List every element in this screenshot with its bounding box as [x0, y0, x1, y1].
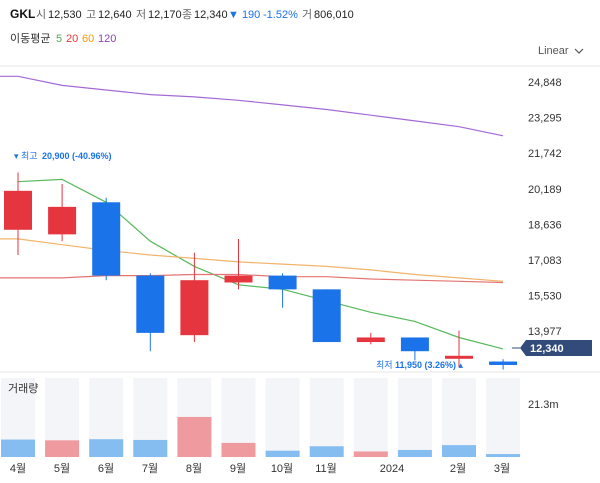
volume-bar [1, 439, 35, 457]
symbol-label: GKL [10, 7, 35, 21]
x-tick-label: 5월 [54, 462, 70, 475]
x-tick-label: 3월 [494, 462, 510, 475]
volume-axis-tick: 21.3m [528, 399, 559, 411]
x-tick-label: 10월 [271, 462, 293, 475]
volume-bar [177, 416, 212, 457]
volume-panel-label: 거래량 [8, 382, 38, 395]
change-percent: -1.52% [263, 9, 298, 21]
current-price-tag-bg [520, 340, 592, 356]
time-axis: 4월 5월 6월 7월 8월 9월 10월 11월 2024 2월 3월 [10, 462, 510, 475]
candle-body [356, 337, 385, 343]
scale-mode-toggle[interactable]: Linear [538, 45, 569, 57]
x-tick-label: 8월 [186, 462, 202, 475]
volume-bar [486, 454, 521, 457]
low-annotation-label: 최저 [376, 360, 393, 370]
y-tick-label: 15,530 [528, 291, 562, 303]
volume-label: 거 [302, 8, 312, 21]
high-value: 12,640 [98, 9, 132, 21]
close-value: 12,340 [194, 9, 228, 21]
candle-body [136, 275, 165, 333]
candle-body [180, 280, 209, 336]
y-tick-label: 23,295 [528, 113, 562, 125]
x-tick-label: 6월 [98, 462, 114, 475]
volume-bar-track [265, 378, 300, 457]
candles [4, 172, 518, 370]
x-tick-label: 7월 [142, 462, 158, 475]
ma-line-ma5 [17, 178, 504, 350]
high-label: 고 [86, 9, 96, 21]
y-tick-label: 21,742 [528, 148, 562, 160]
volume-bar [442, 445, 476, 457]
candle-body [445, 355, 473, 359]
ma-line-ma120 [0, 75, 504, 137]
close-label: 종 [182, 9, 192, 21]
volume-bar [89, 439, 124, 457]
candle-body [489, 361, 518, 365]
y-tick-label: 17,083 [528, 255, 562, 267]
candle-body [400, 337, 429, 352]
high-annotation-value: 20,900 (-40.96%) [42, 151, 112, 161]
low-label: 저 [136, 8, 146, 21]
volume-value: 806,010 [314, 9, 354, 21]
volume-bar-track [442, 378, 476, 457]
candle-body [48, 206, 77, 235]
candle-body [224, 275, 253, 283]
open-value: 12,530 [48, 9, 82, 21]
current-price-value: 12,340 [530, 343, 564, 355]
volume-bar-track [309, 378, 344, 457]
candle-body [4, 190, 32, 230]
chevron-down-icon[interactable] [574, 48, 584, 54]
x-tick-label: 4월 [10, 462, 26, 475]
y-tick-label: 20,189 [528, 184, 562, 196]
ma-legend-title: 이동평균 [10, 32, 50, 45]
current-price-tag: 12,340 [512, 340, 592, 356]
volume-bar [133, 439, 168, 457]
low-annotation-value: 11,950 (3.26%) ▴ [395, 360, 464, 370]
volume-bar [265, 450, 300, 457]
ma-legend-120[interactable]: 120 [98, 33, 116, 45]
y-tick-label: 24,848 [528, 77, 562, 89]
y-tick-label: 18,636 [528, 219, 562, 231]
volume-bar [45, 440, 80, 457]
volume-bar-track [486, 378, 521, 457]
x-tick-label: 2024 [380, 463, 404, 475]
candle-body [312, 289, 341, 343]
ma-legend-60[interactable]: 60 [82, 33, 94, 45]
change-value: ▼ 190 [228, 9, 260, 21]
x-tick-label: 11월 [315, 462, 337, 475]
volume-bar [353, 451, 388, 457]
volume-bar [397, 449, 432, 457]
candle-body [92, 202, 121, 276]
volume-bar-track [353, 378, 388, 457]
y-tick-label: 13,977 [528, 326, 562, 338]
volume-bar [221, 442, 256, 457]
price-grid [0, 65, 600, 373]
volume-bar-track [397, 378, 432, 457]
volume-bars [1, 378, 521, 457]
volume-bar [309, 446, 344, 457]
ma-legend-20[interactable]: 20 [66, 33, 78, 45]
open-label: 시 [36, 9, 46, 21]
candle-body [268, 275, 297, 290]
low-value: 12,170 [148, 9, 182, 21]
x-tick-label: 2월 [450, 462, 466, 475]
high-annotation-label: ▾ 최고 [14, 151, 38, 161]
x-tick-label: 9월 [230, 462, 246, 475]
ma-legend-5[interactable]: 5 [56, 33, 62, 45]
price-axis: 24,848 23,295 21,742 20,189 18,636 17,083 15,5… [528, 77, 562, 338]
